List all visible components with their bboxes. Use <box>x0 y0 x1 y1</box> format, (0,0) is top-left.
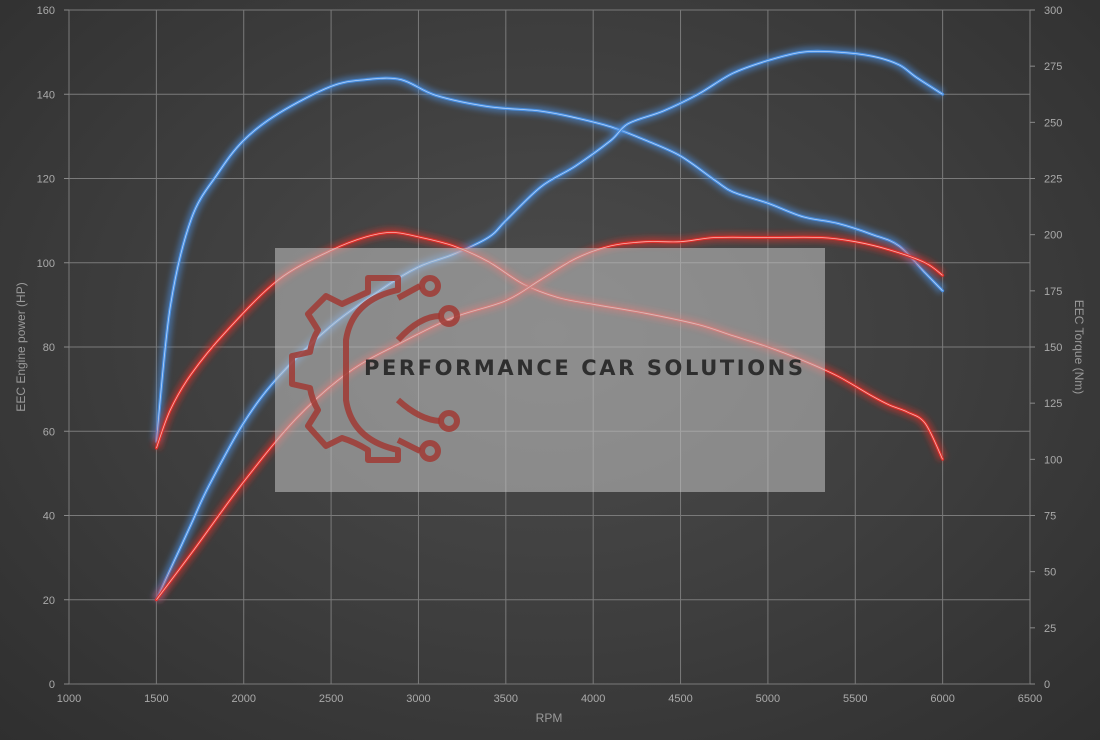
y2-tick-label: 175 <box>1044 286 1062 298</box>
y2-tick-label: 50 <box>1044 567 1056 579</box>
x-tick-label: 1000 <box>57 693 81 705</box>
y2-tick-label: 125 <box>1044 398 1062 410</box>
y-tick-label: 40 <box>43 511 55 523</box>
y2-tick-label: 75 <box>1044 511 1056 523</box>
series-highlight <box>156 77 943 442</box>
watermark: PERFORMANCE CAR SOLUTIONS <box>275 248 825 492</box>
x-tick-label: 2000 <box>231 693 255 705</box>
x-tick-label: 6000 <box>930 693 954 705</box>
y-tick-label: 160 <box>37 5 55 17</box>
y2-tick-label: 0 <box>1044 679 1050 691</box>
x-tick-label: 4000 <box>581 693 605 705</box>
y-tick-label: 80 <box>43 342 55 354</box>
y2-tick-label: 275 <box>1044 61 1062 73</box>
y2-tick-label: 300 <box>1044 5 1062 17</box>
y-tick-label: 0 <box>49 679 55 691</box>
x-tick-label: 3000 <box>406 693 430 705</box>
series-0-blue-right <box>151 73 946 443</box>
y2-axis-title: EEC Torque (Nm) <box>1072 300 1086 394</box>
y2-tick-labels: 0 25 50 75 100 125 150 175 200 225 250 275 300 <box>1044 5 1062 691</box>
y-axis-title: EEC Engine power (HP) <box>14 282 28 411</box>
y2-tick-label: 225 <box>1044 174 1062 186</box>
y2-tick-label: 100 <box>1044 454 1062 466</box>
x-tick-label: 6500 <box>1018 693 1042 705</box>
x-tick-label: 5000 <box>756 693 780 705</box>
y-tick-label: 120 <box>37 174 55 186</box>
y2-tick-label: 25 <box>1044 623 1056 635</box>
y-tick-label: 140 <box>37 89 55 101</box>
y-tick-label: 20 <box>43 595 55 607</box>
x-tick-labels: 1000 1500 2000 2500 3000 3500 4000 4500 5000 5500… <box>57 693 1042 705</box>
y-tick-label: 100 <box>37 258 55 270</box>
y-tick-labels: 0 20 40 60 80 100 120 140 160 <box>37 5 55 691</box>
y-tick-label: 60 <box>43 426 55 438</box>
y2-tick-label: 200 <box>1044 230 1062 242</box>
x-tick-label: 2500 <box>319 693 343 705</box>
series-1-blue-left <box>152 46 946 602</box>
x-tick-label: 4500 <box>668 693 692 705</box>
watermark-text: PERFORMANCE CAR SOLUTIONS <box>364 356 806 380</box>
x-tick-label: 5500 <box>843 693 867 705</box>
gear-circuit-icon <box>289 275 460 463</box>
y2-tick-label: 250 <box>1044 117 1062 129</box>
x-axis-title: RPM <box>536 711 563 725</box>
x-tick-label: 3500 <box>494 693 518 705</box>
series-highlight <box>156 50 943 600</box>
x-tick-label: 1500 <box>144 693 168 705</box>
y2-tick-label: 150 <box>1044 342 1062 354</box>
